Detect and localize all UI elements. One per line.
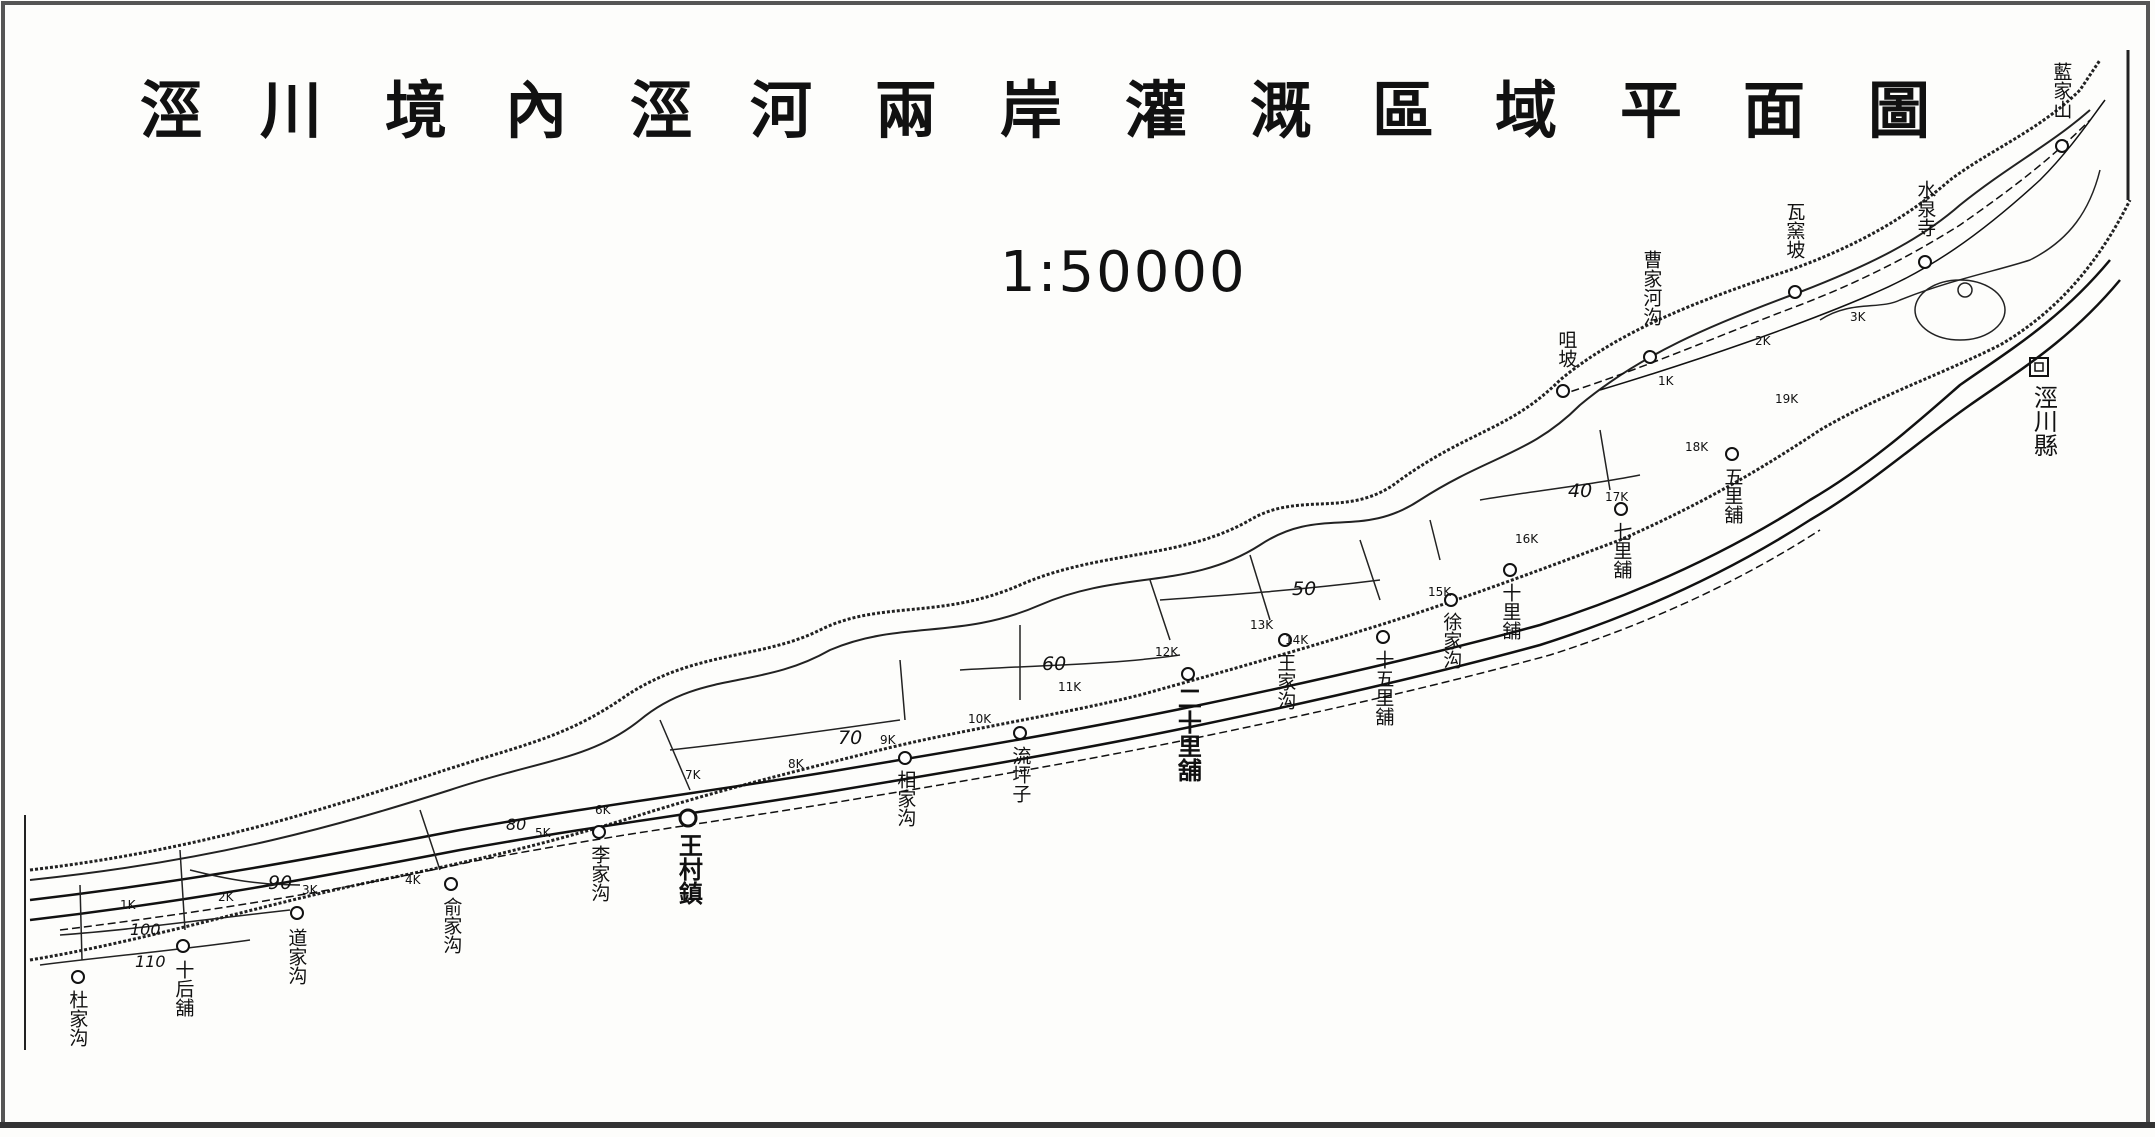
place-label: 徐家沟 [1440,612,1463,669]
km-mark: 9K [880,733,896,747]
km-mark: 10K [968,712,992,726]
contour-50 [1159,579,1381,601]
map-scale: 1:50000 [1000,240,1247,305]
km-mark: 13K [1250,618,1274,632]
contour-label: 100 [130,920,161,939]
title-char: 岸 [1000,74,1063,147]
km-mark: 7K [685,768,701,782]
title-char: 灌 [1125,74,1188,147]
place-label: 杜家沟 [66,990,89,1047]
km-mark: 5K [535,826,551,840]
contour-label: 60 [1042,653,1067,675]
km-mark: 11K [1058,680,1082,694]
title-char: 面 [1743,74,1806,147]
place-label: 相家沟 [894,770,917,827]
river-north-bank [29,259,2111,902]
place-label: 水泉寺 [1914,180,1937,237]
place-label: 流坪子 [1009,746,1032,803]
place-label: 七里舖 [1610,522,1633,579]
title-char: 涇 [140,74,203,147]
km-mark: 3K [1850,310,1866,324]
km-mark: 12K [1155,645,1179,659]
km-mark: 14K [1285,633,1309,647]
title-char: 圖 [1868,74,1931,147]
km-mark: 17K [1605,490,1629,504]
contour-label: 70 [838,727,863,749]
km-mark: 2K [218,890,234,904]
cross-sections [79,429,1611,961]
county-seat-marker [2029,357,2049,377]
place-label: 五里舖 [1721,467,1744,524]
place-label: 曹家河沟 [1640,250,1663,326]
place-label: 十后舖 [172,960,195,1017]
contour-label: 50 [1292,578,1317,600]
km-mark: 6K [595,803,611,817]
contour-60 [959,654,1181,671]
title-char: 境 [385,74,448,147]
place-label: 李家沟 [588,845,611,902]
map-title: 涇 川 境 內 涇 河 兩 岸 灌 溉 區 域 平 面 圖 [140,74,1930,160]
title-char: 涇 [630,74,693,147]
title-char: 域 [1495,74,1558,147]
title-char: 兩 [875,74,938,147]
canal-north [1559,119,2091,396]
place-label: 王家沟 [1274,653,1297,710]
upper-basin [1914,279,2006,341]
title-char: 平 [1620,74,1683,147]
north-terrace-edge [29,59,2102,872]
contour-label: 110 [135,952,166,971]
north-terrace-inner [29,109,2091,881]
place-label: 道家沟 [285,928,308,985]
contour-label: 80 [506,815,527,834]
canal-south [59,529,1821,931]
contour-110 [39,939,251,966]
place-label: 俞家沟 [440,897,463,954]
km-mark: 19K [1775,392,1799,406]
place-label: 十里舖 [1499,583,1522,640]
km-mark: 3K [302,883,318,897]
title-char: 河 [750,74,813,147]
km-mark: 2K [1755,334,1771,348]
km-mark: 1K [120,898,136,912]
contour-40 [1479,474,1641,501]
km-mark: 18K [1685,440,1709,454]
place-label: 王村鎮 [674,833,704,905]
place-label: 瓦窯坡 [1783,202,1806,259]
county-seat-label: 涇川縣 [2029,385,2058,457]
contour-label: 90 [268,872,293,894]
title-char: 溉 [1250,74,1313,147]
km-mark: 1K [1658,374,1674,388]
km-mark: 15K [1428,585,1452,599]
south-terrace-edge [29,199,2132,962]
place-label: 二十里舖 [1173,686,1203,782]
km-mark: 16K [1515,532,1539,546]
contour-70 [669,719,901,751]
place-label: 十五里舖 [1372,650,1395,726]
contour-label: 40 [1568,480,1593,502]
county-seat-marker-inner [2034,362,2044,372]
contour-100 [59,909,291,936]
title-char: 區 [1372,74,1435,147]
upper-area-outline [1819,169,2101,321]
title-char: 內 [505,74,568,147]
place-label: 咀坡 [1555,330,1578,368]
contour-90 [189,869,301,886]
place-label: 藍家山 [2050,62,2073,119]
place-markers [71,139,2069,984]
upper-basin-center [1957,282,1973,298]
km-mark: 4K [405,873,421,887]
river-south-bank [29,279,2121,922]
title-char: 川 [260,74,323,147]
km-mark: 8K [788,757,804,771]
